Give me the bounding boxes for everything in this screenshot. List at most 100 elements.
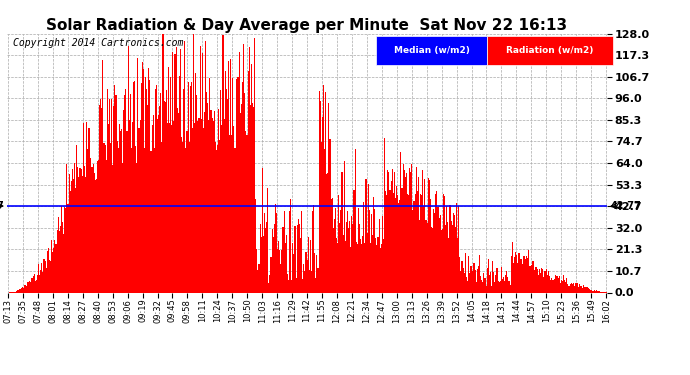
Bar [325, 92, 326, 292]
Bar [201, 53, 203, 292]
Bar [454, 216, 455, 292]
Bar [363, 202, 364, 292]
Bar [107, 89, 108, 292]
Bar [250, 105, 251, 292]
Bar [289, 211, 290, 292]
Bar [434, 213, 435, 292]
Bar [383, 239, 384, 292]
Bar [293, 254, 295, 292]
Bar [301, 211, 302, 292]
Bar [362, 237, 363, 292]
Bar [513, 263, 514, 292]
Bar [79, 168, 81, 292]
Bar [100, 99, 101, 292]
Bar [238, 77, 239, 292]
Bar [468, 256, 469, 292]
Bar [207, 104, 208, 292]
Bar [16, 291, 17, 292]
Bar [525, 259, 526, 292]
Bar [326, 174, 327, 292]
Bar [394, 172, 395, 292]
Bar [409, 168, 410, 292]
Bar [212, 118, 213, 292]
Bar [180, 49, 181, 292]
Bar [290, 199, 291, 292]
Bar [509, 285, 511, 292]
Bar [257, 270, 259, 292]
Bar [135, 146, 136, 292]
Bar [126, 130, 128, 292]
Bar [243, 44, 244, 292]
Bar [111, 99, 112, 292]
Bar [377, 237, 379, 292]
Bar [98, 160, 99, 292]
Bar [254, 38, 255, 292]
Bar [332, 198, 333, 292]
Bar [544, 271, 546, 292]
Bar [339, 224, 340, 292]
Bar [162, 34, 164, 292]
Bar [342, 235, 344, 292]
Bar [262, 168, 263, 292]
Bar [161, 142, 162, 292]
Bar [439, 218, 440, 292]
Bar [264, 213, 265, 292]
Bar [241, 105, 242, 292]
Bar [255, 199, 256, 292]
Bar [484, 278, 486, 292]
Bar [447, 222, 448, 292]
Bar [274, 224, 275, 292]
Bar [546, 275, 548, 292]
Bar [486, 268, 488, 292]
Bar [308, 270, 310, 292]
Bar [389, 190, 391, 292]
Bar [549, 276, 550, 292]
Text: 42.77: 42.77 [610, 201, 641, 211]
Bar [26, 286, 27, 292]
Bar [19, 290, 21, 292]
Bar [242, 82, 243, 292]
Bar [113, 106, 115, 292]
Bar [147, 105, 148, 292]
Bar [504, 281, 505, 292]
Bar [77, 167, 79, 292]
Bar [266, 222, 267, 292]
Bar [578, 287, 580, 292]
Bar [538, 275, 539, 292]
Bar [347, 211, 348, 292]
Bar [253, 107, 254, 292]
Bar [514, 257, 515, 292]
Bar [55, 244, 57, 292]
Bar [410, 172, 411, 292]
Bar [402, 164, 404, 292]
Bar [526, 256, 527, 292]
Bar [393, 193, 394, 292]
Bar [196, 95, 197, 292]
Bar [210, 110, 212, 292]
Bar [552, 280, 553, 292]
Bar [177, 108, 178, 292]
Bar [218, 109, 219, 292]
Bar [374, 209, 375, 292]
Bar [432, 228, 433, 292]
Bar [28, 282, 29, 292]
Bar [580, 286, 582, 292]
Bar [494, 282, 495, 292]
Title: Solar Radiation & Day Average per Minute  Sat Nov 22 16:13: Solar Radiation & Day Average per Minute… [46, 18, 568, 33]
Bar [95, 180, 96, 292]
Bar [134, 81, 135, 292]
Bar [391, 180, 392, 292]
Bar [277, 249, 278, 292]
Bar [477, 269, 478, 292]
Bar [355, 242, 357, 292]
Bar [168, 67, 169, 292]
Bar [462, 268, 464, 292]
Bar [471, 266, 473, 292]
Bar [528, 251, 529, 292]
Bar [105, 144, 106, 292]
Bar [152, 115, 154, 292]
Bar [524, 256, 525, 292]
Bar [493, 272, 494, 292]
Bar [373, 197, 374, 292]
Bar [190, 86, 191, 292]
